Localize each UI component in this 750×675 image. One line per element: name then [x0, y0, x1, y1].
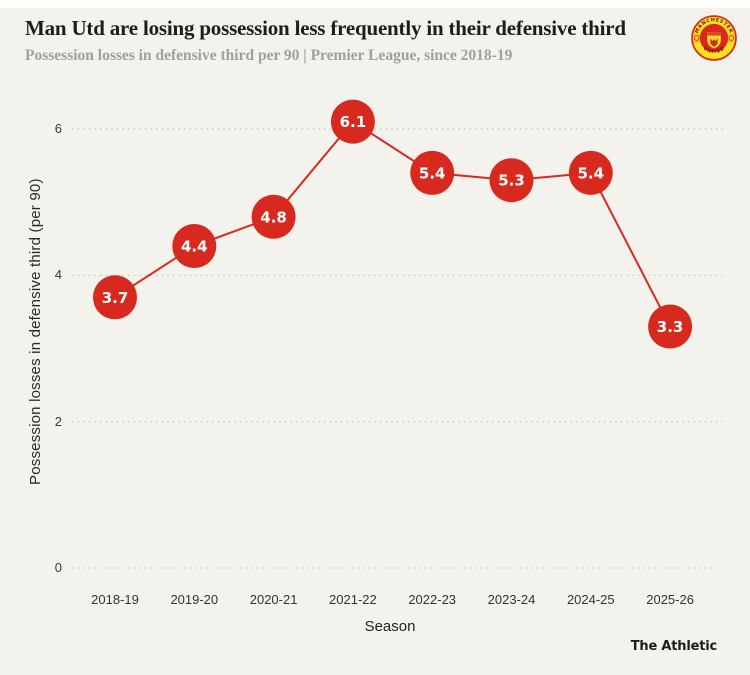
- y-axis-tick-label: 4: [54, 267, 62, 283]
- data-point-value: 4.8: [260, 208, 287, 226]
- crest-bottom-text: UNITED: [702, 46, 726, 56]
- data-point: 4.8: [251, 194, 296, 239]
- crest-left-football: [693, 35, 700, 41]
- data-point-value: 3.3: [657, 318, 684, 336]
- data-point: 6.1: [330, 99, 375, 144]
- x-axis-tick-label: 2019-20: [170, 592, 219, 607]
- the-athletic-wordmark: The Athletic: [630, 639, 717, 654]
- data-point-value: 5.4: [419, 164, 446, 182]
- x-axis-title: Season: [364, 618, 416, 635]
- data-point: 3.7: [93, 275, 137, 320]
- data-point-value: 5.4: [578, 164, 605, 182]
- chart-subtitle: Possession losses in defensive third per…: [25, 47, 513, 64]
- points-group: 3.7 4.4 4.8 6.1 5.4 5.3 5.4 3.3: [93, 99, 693, 349]
- y-axis-title: Possession losses in defensive third (pe…: [27, 178, 44, 485]
- data-point: 5.4: [568, 150, 613, 195]
- x-axis-tick-label: 2022-23: [408, 592, 457, 607]
- y-axis-tick-label: 0: [54, 560, 62, 575]
- data-point-value: 5.3: [498, 172, 525, 190]
- data-point-value: 6.1: [340, 113, 367, 131]
- gridlines-group: [72, 128, 723, 569]
- data-point-value: 4.4: [181, 238, 208, 256]
- data-point-marker: [330, 99, 375, 144]
- y-axis-tick-label: 2: [54, 413, 62, 429]
- data-point-marker: [251, 194, 296, 239]
- y-axis-tick-label: 6: [54, 120, 62, 136]
- data-point-value: 3.7: [102, 289, 129, 307]
- data-point-marker: [410, 150, 455, 195]
- data-point: 4.4: [172, 224, 217, 269]
- crest-devil-figure: [710, 38, 718, 47]
- svg-text:UNITED: UNITED: [702, 46, 726, 56]
- data-point-marker: [172, 224, 217, 269]
- crest-right-football: [728, 35, 735, 41]
- x-axis-tick-label: 2021-22: [329, 592, 377, 607]
- header: Man Utd are losing possession less frequ…: [25, 16, 676, 65]
- x-axis-tick-label: 2020-21: [249, 592, 298, 607]
- x-axis-tick-label: 2018-19: [91, 592, 139, 607]
- data-point: 5.4: [410, 150, 455, 195]
- data-point-marker: [489, 158, 534, 203]
- data-point-marker: [93, 275, 137, 320]
- x-axis-tick-label: 2024-25: [566, 592, 615, 607]
- x-axis-tick-label: 2023-24: [487, 592, 536, 607]
- data-point-marker: [648, 304, 693, 349]
- data-point: 5.3: [489, 158, 534, 203]
- chart-title: Man Utd are losing possession less frequ…: [25, 16, 626, 40]
- data-point: 3.3: [648, 304, 693, 349]
- manchester-united-crest-icon: MANCHESTER UNITED: [691, 15, 737, 61]
- top-margin-strip: [0, 0, 750, 8]
- x-axis-tick-label: 2025-26: [646, 592, 694, 607]
- data-point-marker: [568, 150, 613, 195]
